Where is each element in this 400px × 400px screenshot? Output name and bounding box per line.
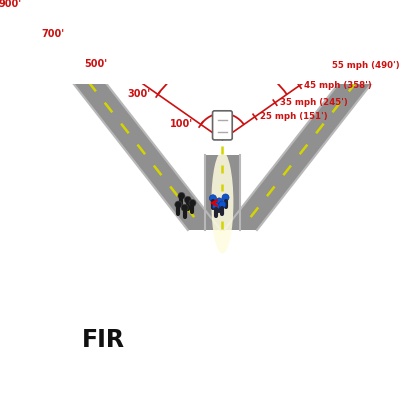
Circle shape [181, 204, 188, 211]
Text: 35 mph (245'): 35 mph (245') [280, 98, 348, 107]
Text: 25 mph (151'): 25 mph (151') [260, 112, 327, 121]
Polygon shape [205, 155, 240, 230]
Circle shape [216, 198, 223, 205]
Polygon shape [62, 69, 221, 230]
Text: 55 mph (490'): 55 mph (490') [332, 61, 400, 70]
Circle shape [178, 192, 185, 200]
Text: 500': 500' [84, 59, 107, 69]
Ellipse shape [211, 151, 234, 254]
Text: 100': 100' [170, 120, 193, 130]
Text: FIR: FIR [82, 328, 125, 352]
Circle shape [222, 194, 229, 201]
Circle shape [219, 201, 226, 208]
Text: 300': 300' [127, 90, 150, 100]
Text: 700': 700' [41, 29, 64, 39]
Circle shape [189, 200, 196, 206]
Text: 900': 900' [0, 0, 21, 9]
Circle shape [210, 195, 216, 202]
Text: 45 mph (358'): 45 mph (358') [304, 81, 372, 90]
Circle shape [175, 201, 182, 208]
Circle shape [184, 196, 191, 203]
Circle shape [212, 202, 220, 210]
Polygon shape [224, 69, 383, 230]
FancyBboxPatch shape [212, 111, 232, 140]
